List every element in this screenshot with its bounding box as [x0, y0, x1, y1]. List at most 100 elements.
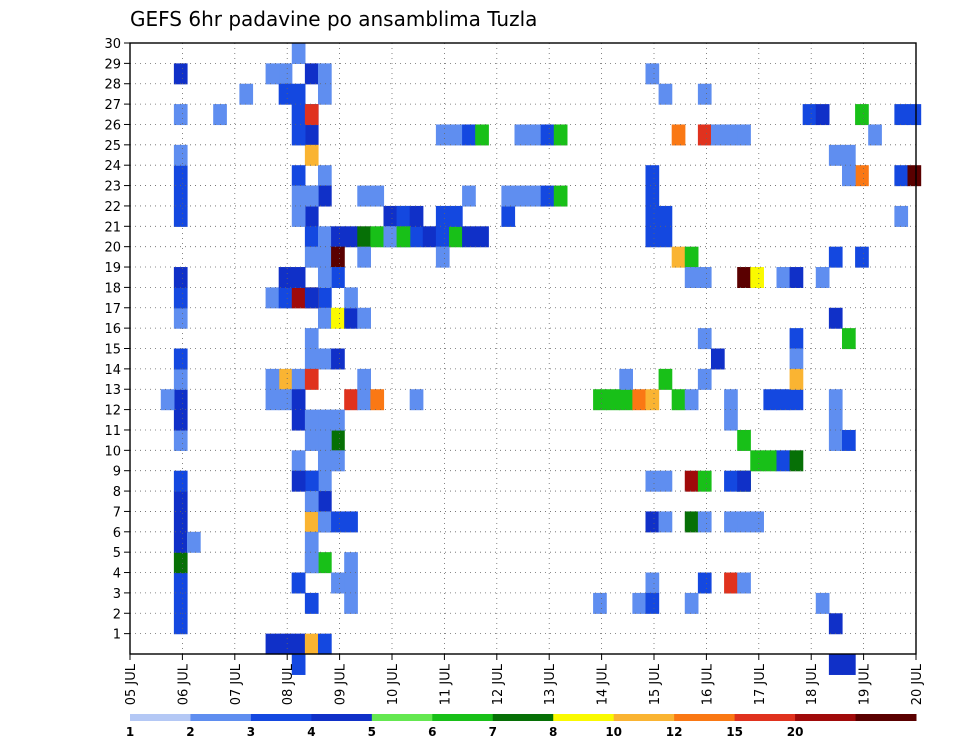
heatmap-cell: [304, 246, 319, 268]
heatmap-cell: [671, 246, 686, 268]
heatmap-cell: [291, 205, 306, 227]
y-tick-label: 28: [104, 78, 121, 93]
heatmap-cell: [645, 205, 660, 227]
legend-swatch: [613, 714, 675, 721]
heatmap-cell: [684, 389, 699, 411]
heatmap-cell: [357, 226, 371, 248]
y-tick-label: 7: [113, 505, 121, 520]
heatmap-cell: [278, 633, 293, 655]
heatmap-cell: [553, 185, 568, 207]
heatmap-cell: [789, 368, 804, 390]
heatmap-cell: [317, 511, 332, 533]
heatmap-cell: [304, 328, 319, 350]
heatmap-cell: [776, 389, 791, 411]
heatmap-cell: [724, 511, 738, 533]
heatmap-cell: [907, 165, 922, 187]
heatmap-cell: [291, 450, 306, 472]
heatmap-cell: [278, 368, 293, 390]
heatmap-cell: [684, 511, 699, 533]
heatmap-cell: [422, 226, 437, 248]
heatmap-cell: [658, 83, 673, 105]
heatmap-cell: [265, 633, 280, 655]
heatmap-cell: [317, 633, 332, 655]
heatmap-cell: [475, 226, 489, 248]
heatmap-cell: [344, 511, 358, 533]
heatmap-cell: [697, 267, 712, 288]
x-tick-label: 18 JUL: [805, 663, 820, 705]
heatmap-cell: [173, 572, 188, 594]
heatmap-cell: [409, 205, 424, 227]
heatmap-cell: [684, 267, 699, 288]
heatmap-cell: [724, 389, 738, 411]
heatmap-cell: [894, 165, 909, 187]
heatmap-cell: [173, 287, 188, 309]
heatmap-cell: [278, 389, 293, 411]
legend-swatch: [130, 714, 191, 721]
heatmap-cell: [855, 104, 869, 126]
heatmap-cell: [435, 246, 450, 268]
heatmap-cell: [894, 104, 909, 126]
heatmap-cell: [291, 267, 306, 288]
chart-title: GEFS 6hr padavine po ansamblima Tuzla: [130, 7, 537, 31]
heatmap-cell: [815, 104, 830, 126]
y-tick-label: 26: [104, 118, 121, 133]
heatmap-cell: [331, 429, 345, 451]
legend-label: 7: [489, 725, 497, 739]
y-tick-label: 9: [113, 465, 121, 480]
heatmap-cell: [304, 368, 319, 390]
x-tick-label: 05 JUL: [124, 663, 139, 705]
heatmap-cell: [462, 185, 476, 207]
y-tick-label: 6: [113, 526, 121, 541]
heatmap-cell: [278, 267, 293, 288]
heatmap-cell: [291, 409, 306, 431]
heatmap-cell: [304, 633, 319, 655]
heatmap-cell: [645, 63, 660, 85]
heatmap-cell: [304, 124, 319, 146]
heatmap-cell: [828, 246, 843, 268]
y-tick-label: 27: [104, 98, 121, 113]
heatmap-cell: [370, 185, 385, 207]
heatmap-cell: [344, 552, 358, 574]
heatmap-cell: [317, 450, 332, 472]
color-legend: 1 2 3 4 5 6 7 8 10 12 15 20: [126, 714, 917, 739]
heatmap-cell: [173, 491, 188, 513]
x-tick-label: 13 JUL: [543, 663, 558, 705]
heatmap-cell: [344, 592, 358, 614]
heatmap-cell: [789, 450, 804, 472]
heatmap-cell: [724, 124, 738, 146]
legend-label: 12: [666, 725, 683, 739]
heatmap-cell: [291, 104, 306, 126]
heatmap-cell: [331, 267, 345, 288]
heatmap-cell: [173, 429, 188, 451]
heatmap-cell: [291, 368, 306, 390]
heatmap-cell: [344, 389, 358, 411]
heatmap-cell: [173, 511, 188, 533]
heatmap-cell: [317, 307, 332, 329]
heatmap-cell: [331, 511, 345, 533]
heatmap-cell: [278, 83, 293, 105]
heatmap-cell: [855, 246, 869, 268]
heatmap-cell: [304, 531, 319, 553]
heatmap-cell: [514, 185, 529, 207]
heatmap-cell: [448, 124, 463, 146]
y-tick-label: 15: [104, 343, 121, 358]
heatmap-cell: [632, 592, 647, 614]
heatmap-cell: [802, 104, 817, 126]
heatmap-cell: [344, 307, 358, 329]
heatmap-cell: [828, 409, 843, 431]
heatmap-cell: [828, 307, 843, 329]
x-tick-label: 12 JUL: [491, 663, 506, 705]
heatmap-cell: [828, 389, 843, 411]
heatmap-cell: [317, 552, 332, 574]
heatmap-cell: [304, 511, 319, 533]
heatmap-cell: [789, 389, 804, 411]
heatmap-cell: [448, 226, 463, 248]
heatmap-cell: [265, 287, 280, 309]
x-tick-label: 10 JUL: [386, 663, 401, 705]
y-tick-label: 17: [104, 302, 121, 317]
heatmap-cell: [173, 185, 188, 207]
heatmap-cell: [331, 246, 345, 268]
heatmap-cell: [789, 328, 804, 350]
heatmap-cell: [553, 124, 568, 146]
heatmap-cell: [357, 368, 371, 390]
